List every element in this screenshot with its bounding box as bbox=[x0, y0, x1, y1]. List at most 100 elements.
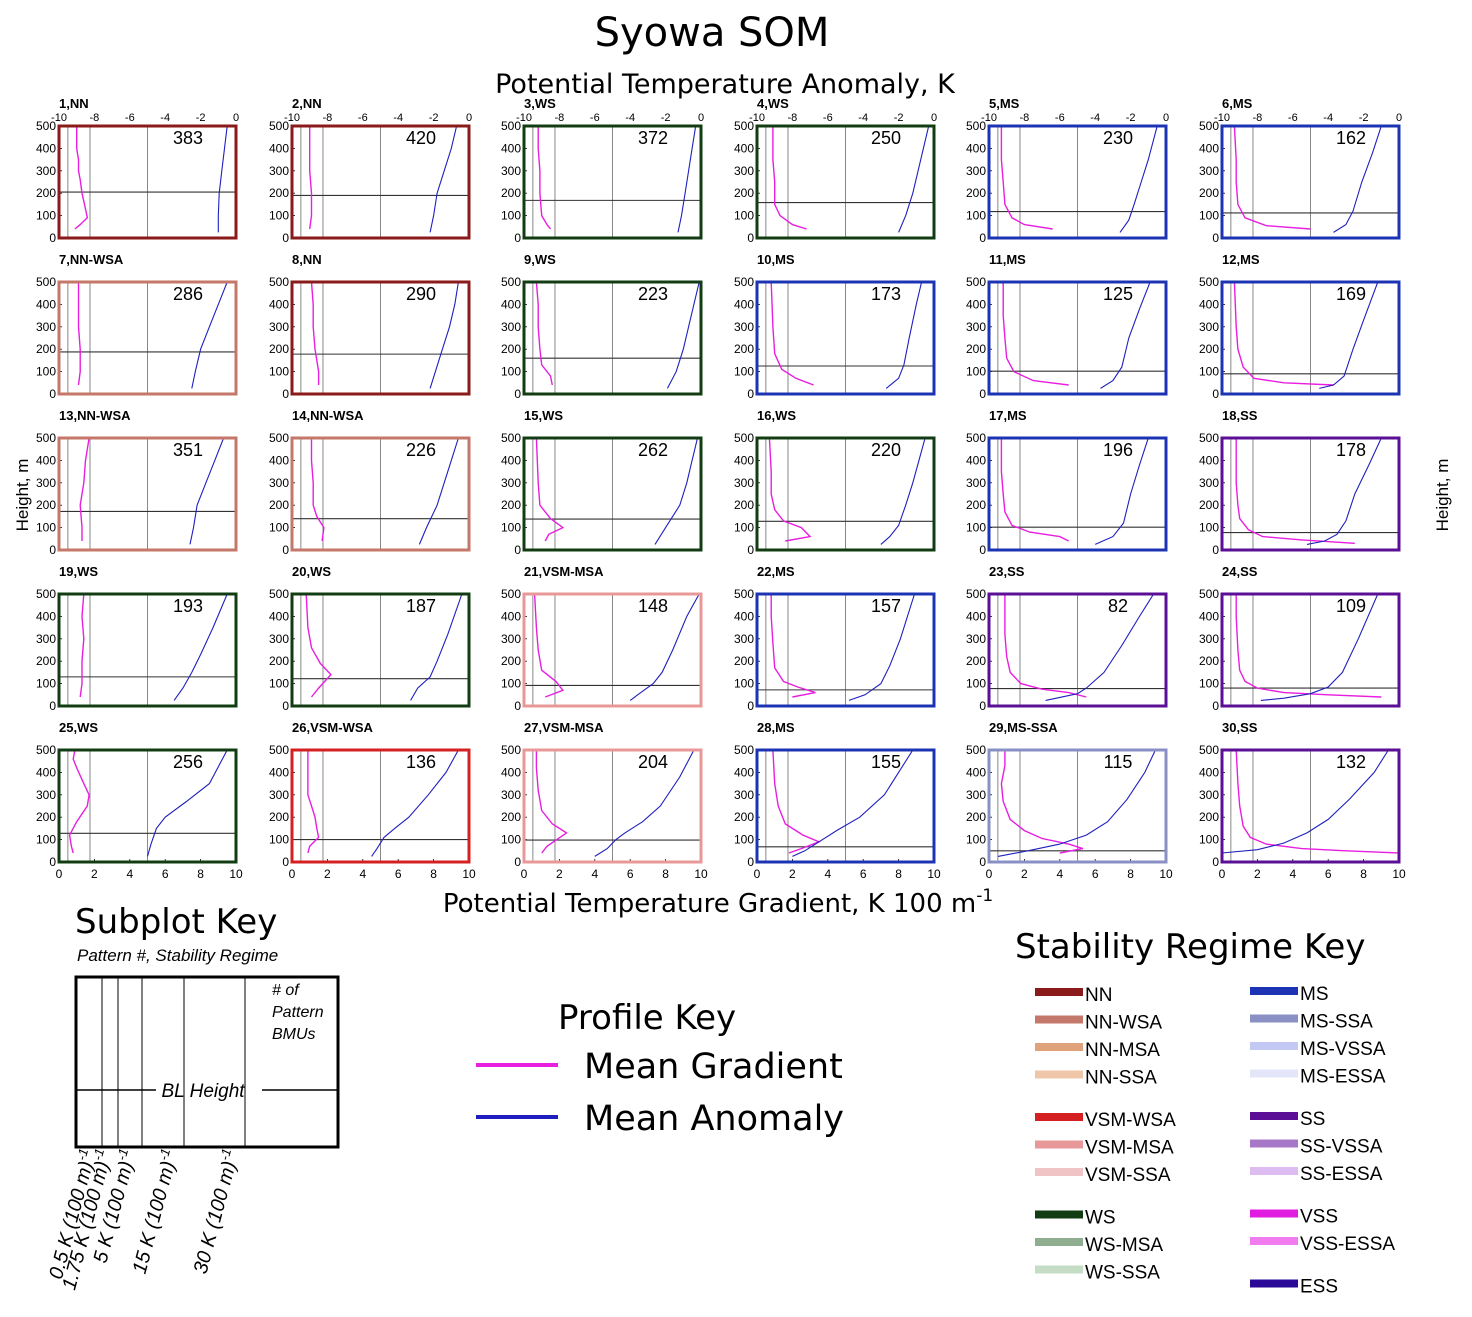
y-tick-label: 200 bbox=[1199, 654, 1219, 668]
y-tick-label: 400 bbox=[966, 453, 986, 467]
y-tick-label: 500 bbox=[1199, 743, 1219, 757]
subplot-key-box bbox=[74, 975, 340, 1149]
bottom-tick-label: 0 bbox=[289, 867, 296, 881]
regime-swatch bbox=[1250, 1014, 1298, 1023]
panel-5: 5,MS 0 100 200 300 400 500-10 -8 -6 -4 -2 0 230 bbox=[966, 96, 1169, 245]
mean-gradient-line bbox=[74, 126, 89, 230]
bottom-tick-label: 2 bbox=[1021, 867, 1028, 881]
panel-border bbox=[987, 436, 1168, 552]
y-tick-label: 400 bbox=[734, 141, 754, 155]
y-tick-label: 200 bbox=[734, 810, 754, 824]
y-tick-label: 300 bbox=[501, 320, 521, 334]
panel-label: 26,VSM-WSA bbox=[292, 720, 374, 735]
bottom-tick-label: 6 bbox=[860, 867, 867, 881]
y-tick-label: 500 bbox=[966, 431, 986, 445]
mean-gradient-line bbox=[535, 750, 568, 854]
regime-label: MS-ESSA bbox=[1300, 1067, 1386, 1088]
y-tick-label: 100 bbox=[734, 209, 754, 223]
y-tick-label: 500 bbox=[1199, 587, 1219, 601]
regime-swatch bbox=[1250, 1112, 1298, 1120]
top-tick-label: 0 bbox=[466, 112, 472, 124]
bottom-axis-title-sup: -1 bbox=[976, 886, 993, 906]
top-tick-label: -10 bbox=[749, 112, 765, 124]
profile-key-label-gradient: Mean Gradient bbox=[584, 1047, 843, 1087]
y-tick-label: 0 bbox=[49, 387, 56, 401]
panel-border bbox=[522, 748, 703, 864]
panel-border bbox=[1220, 436, 1401, 552]
bottom-tick-label: 8 bbox=[197, 867, 204, 881]
panel-label: 12,MS bbox=[1222, 252, 1260, 267]
y-tick-label: 200 bbox=[1199, 186, 1219, 200]
y-tick-label: 400 bbox=[1199, 141, 1219, 155]
y-tick-label: 200 bbox=[966, 342, 986, 356]
panel-border bbox=[987, 280, 1168, 396]
y-tick-label: 0 bbox=[747, 855, 754, 869]
bottom-tick-label: 2 bbox=[556, 867, 563, 881]
bottom-axis-title-text: Potential Temperature Gradient, K 100 m bbox=[443, 889, 976, 919]
y-tick-label: 500 bbox=[269, 275, 289, 289]
y-tick-label: 400 bbox=[501, 453, 521, 467]
top-tick-label: -8 bbox=[555, 112, 565, 124]
top-tick-label: -6 bbox=[1288, 112, 1298, 124]
panel-label: 10,MS bbox=[757, 252, 795, 267]
regime-label: NN bbox=[1085, 985, 1112, 1006]
mean-gradient-line bbox=[772, 750, 821, 854]
y-tick-label: 400 bbox=[1199, 765, 1219, 779]
top-tick-label: -8 bbox=[90, 112, 100, 124]
y-tick-label: 300 bbox=[269, 164, 289, 178]
y-tick-label: 500 bbox=[269, 119, 289, 133]
regime-swatch bbox=[1250, 1139, 1298, 1148]
panel-12: 12,MS 0 100 200 300 400 500 169 bbox=[1199, 252, 1401, 401]
y-tick-label: 300 bbox=[734, 788, 754, 802]
regime-label: SS-ESSA bbox=[1300, 1164, 1383, 1185]
mean-anomaly-line bbox=[880, 438, 926, 545]
top-tick-label: -4 bbox=[858, 112, 868, 124]
y-tick-label: 100 bbox=[966, 521, 986, 535]
y-tick-label: 300 bbox=[269, 476, 289, 490]
panel-border bbox=[290, 280, 471, 396]
y-tick-label: 300 bbox=[966, 476, 986, 490]
y-tick-label: 100 bbox=[734, 365, 754, 379]
top-tick-label: -10 bbox=[1214, 112, 1230, 124]
key-gradient-label: 30 K (100 m)-1 bbox=[187, 1147, 244, 1276]
bottom-tick-label: 8 bbox=[1127, 867, 1134, 881]
top-tick-label: 0 bbox=[1396, 112, 1402, 124]
bmu-count: 82 bbox=[1108, 596, 1128, 616]
y-tick-label: 0 bbox=[747, 231, 754, 245]
top-tick-label: -2 bbox=[196, 112, 206, 124]
y-tick-label: 300 bbox=[36, 476, 56, 490]
bmu-count: 173 bbox=[871, 284, 901, 304]
top-tick-label: -8 bbox=[788, 112, 798, 124]
mean-anomaly-line bbox=[654, 438, 699, 545]
regime-label: SS-VSSA bbox=[1300, 1137, 1383, 1158]
panel-border bbox=[755, 124, 936, 240]
y-tick-label: 500 bbox=[966, 587, 986, 601]
y-tick-label: 500 bbox=[734, 119, 754, 133]
regime-swatch bbox=[1250, 1209, 1298, 1218]
y-tick-label: 400 bbox=[734, 453, 754, 467]
mean-gradient-line bbox=[768, 438, 812, 542]
y-tick-label: 400 bbox=[1199, 297, 1219, 311]
bottom-tick-label: 8 bbox=[662, 867, 669, 881]
regime-label: SS bbox=[1300, 1109, 1325, 1130]
mean-gradient-line bbox=[1000, 126, 1053, 230]
top-tick-label: -8 bbox=[1020, 112, 1030, 124]
regime-swatch bbox=[1035, 1070, 1083, 1079]
mean-gradient-line bbox=[1233, 282, 1334, 386]
subplot-key-title: Subplot Key bbox=[75, 902, 277, 942]
regime-swatch bbox=[1035, 1043, 1083, 1051]
y-tick-label: 200 bbox=[36, 186, 56, 200]
y-tick-label: 100 bbox=[269, 833, 289, 847]
bottom-tick-label: 4 bbox=[126, 867, 133, 881]
panel-border bbox=[522, 436, 703, 552]
regime-label: NN-SSA bbox=[1085, 1068, 1157, 1089]
top-tick-label: -2 bbox=[661, 112, 671, 124]
y-tick-label: 200 bbox=[1199, 342, 1219, 356]
y-tick-label: 300 bbox=[1199, 164, 1219, 178]
y-tick-label: 100 bbox=[501, 833, 521, 847]
y-tick-label: 100 bbox=[501, 677, 521, 691]
bmu-count: 115 bbox=[1104, 752, 1133, 772]
bottom-tick-label: 4 bbox=[1056, 867, 1063, 881]
panel-8: 8,NN 0 100 200 300 400 500 290 bbox=[269, 252, 471, 401]
y-tick-label: 0 bbox=[1212, 699, 1219, 713]
